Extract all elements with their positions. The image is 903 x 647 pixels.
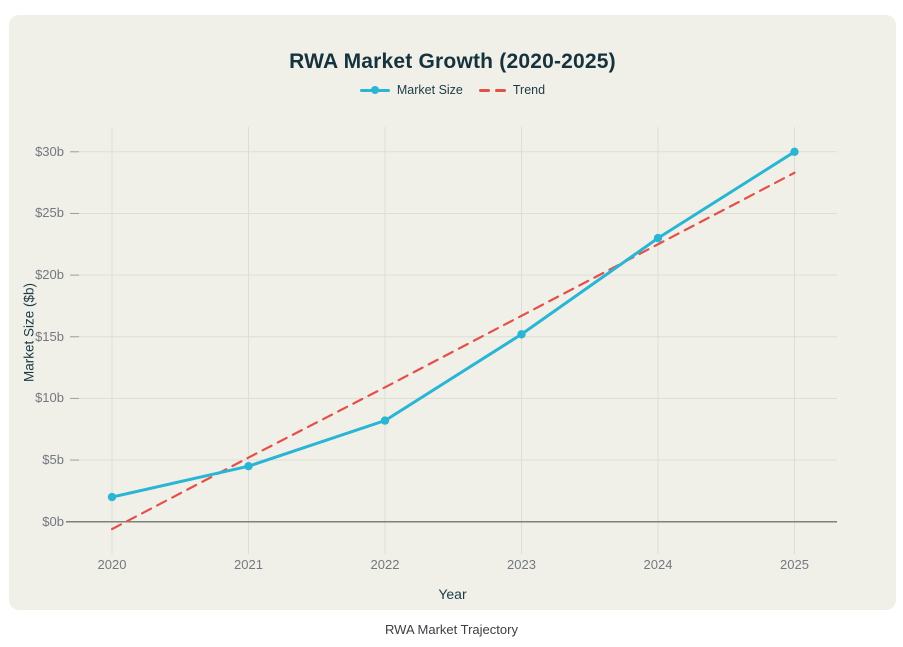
- dashed-line-marker-icon: [478, 88, 506, 92]
- y-tick-label: $10b: [35, 390, 64, 406]
- line-dot-marker-icon: [359, 86, 390, 94]
- y-tick-label: $5b: [42, 452, 64, 468]
- y-tick-label: $15b: [35, 328, 64, 344]
- figure-caption: RWA Market Trajectory: [385, 622, 518, 637]
- legend-label-trend: Trend: [512, 83, 546, 97]
- y-tick-label: $30b: [35, 143, 64, 159]
- x-tick-label: 2020: [97, 557, 127, 572]
- dot-marker-icon: [370, 86, 379, 94]
- legend-item-trend: Trend: [478, 83, 546, 97]
- x-tick-label: 2022: [370, 557, 400, 572]
- x-axis-title: Year: [438, 586, 467, 602]
- legend-label-market-size: Market Size: [396, 83, 463, 97]
- chart-card: [9, 15, 896, 610]
- x-tick-label: 2024: [643, 557, 673, 572]
- legend: Market Size Trend: [9, 83, 896, 97]
- y-tick-label: $0b: [42, 513, 64, 529]
- y-tick-label: $20b: [35, 267, 64, 283]
- x-tick-label: 2021: [234, 557, 263, 572]
- y-axis-title: Market Size ($b): [21, 282, 37, 383]
- chart-title: RWA Market Growth (2020-2025): [289, 50, 616, 74]
- y-tick-label: $25b: [35, 205, 64, 221]
- legend-item-market-size: Market Size: [359, 83, 463, 97]
- x-tick-label: 2025: [780, 557, 809, 572]
- x-tick-label: 2023: [507, 557, 536, 572]
